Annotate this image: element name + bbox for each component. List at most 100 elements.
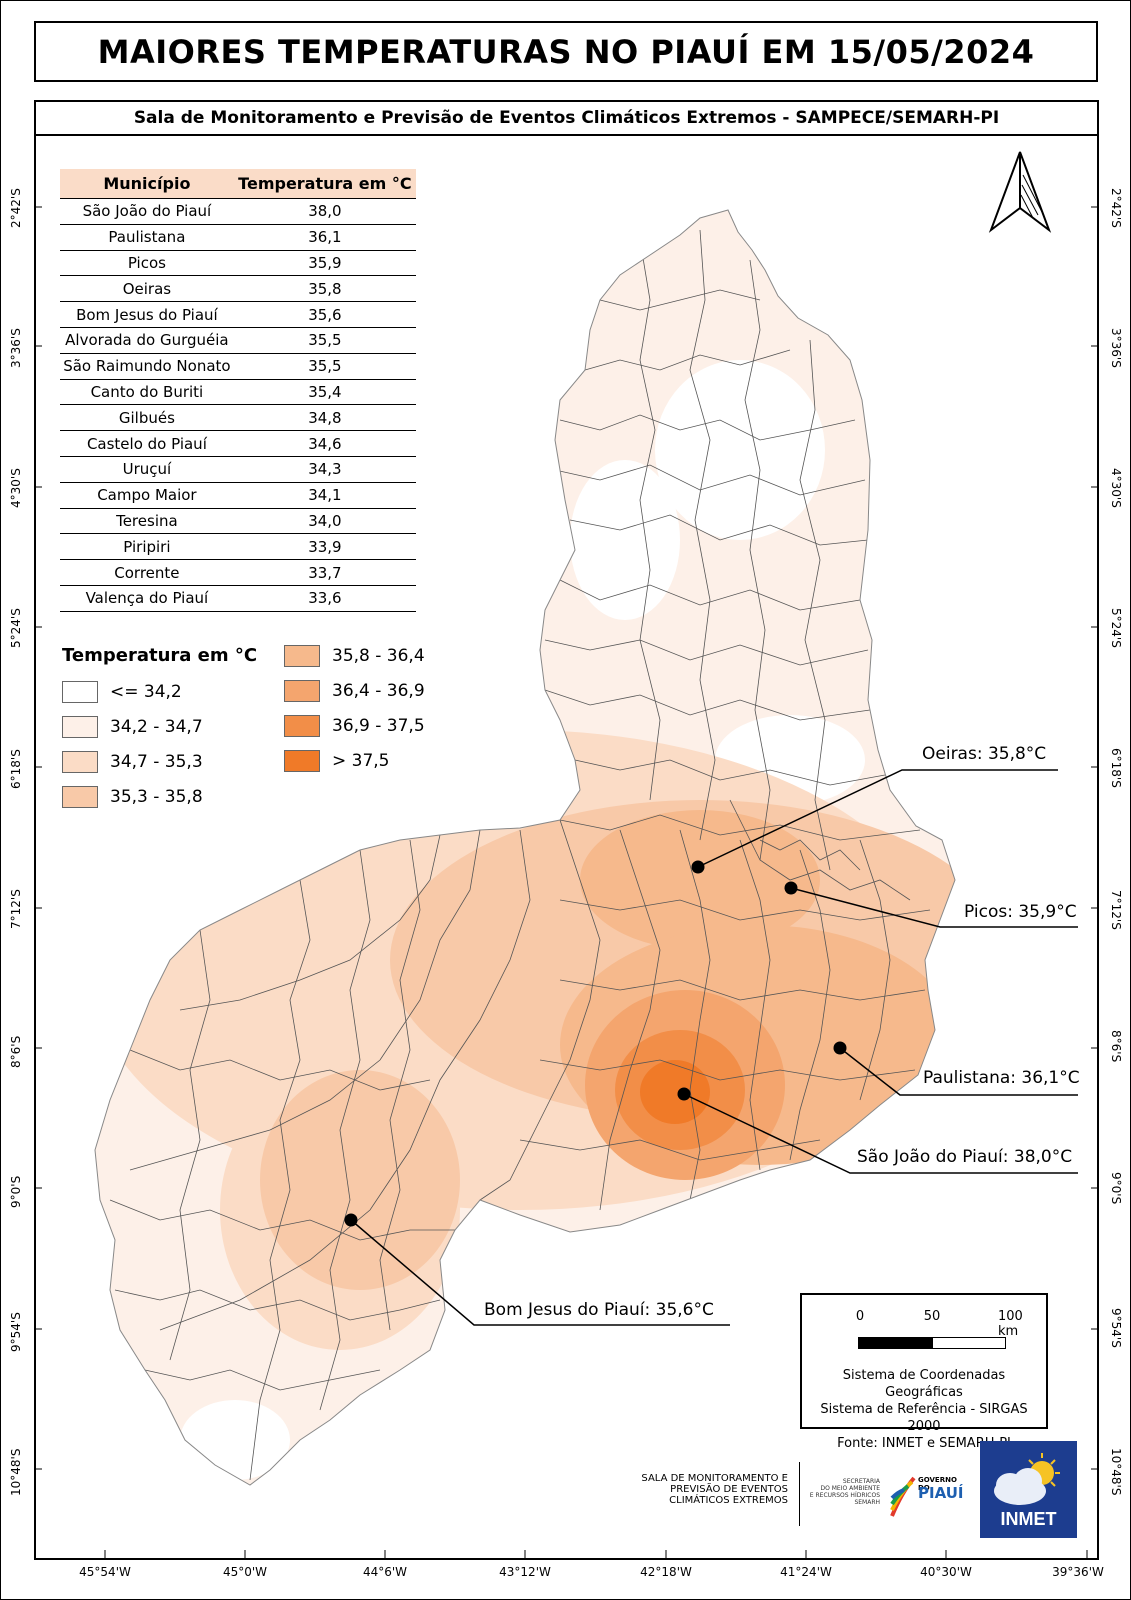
title-box: MAIORES TEMPERATURAS NO PIAUÍ EM 15/05/2… [34,21,1098,82]
table-row: Canto do Buriti 35,4 [60,379,416,406]
inmet-logo: INMET [980,1441,1077,1538]
cell-temperatura: 38,0 [233,198,416,225]
lon-label: 41°24'W [780,1565,832,1579]
logo-line: PREVISÃO DE EVENTOS [670,1484,788,1495]
legend-swatch [62,751,98,773]
column-header-municipio: Município [60,169,234,199]
logo-line: DO MEIO AMBIENTE [820,1485,880,1492]
cell-temperatura: 34,3 [233,456,416,483]
scale-bar-black [858,1337,932,1349]
lat-label: 9°54'S [9,1312,23,1352]
callout-sao-joao-do-piaui: São João do Piauí: 38,0°C [857,1147,1073,1167]
legend-item: <= 34,2 [62,681,182,703]
lat-label: 2°42'S [9,188,23,228]
legend-label: <= 34,2 [110,682,182,702]
station-paulistana [833,1041,847,1055]
sampece-logo: SALA DE MONITORAMENTO E PREVISÃO DE EVEN… [616,1473,788,1506]
subtitle-box: Sala de Monitoramento e Previsão de Even… [34,100,1099,136]
zone-cool-northwest [570,460,680,620]
lat-label: 7°12'S [9,889,23,929]
graticule-ticks [34,206,1099,1558]
legend-item: 36,9 - 37,5 [284,715,425,737]
coordinate-system: Sistema de Coordenadas Geográficas [842,1368,1006,1400]
lat-label: 8°6'S [9,1035,23,1068]
cell-municipio: Alvorada do Gurguéia [60,327,234,354]
station-picos [784,881,798,895]
cell-municipio: Valença do Piauí [60,585,234,612]
cell-municipio: Teresina [60,508,234,535]
map-title: MAIORES TEMPERATURAS NO PIAUÍ EM 15/05/2… [97,32,1035,71]
cell-temperatura: 34,8 [233,404,416,432]
cell-temperatura: 35,8 [233,275,416,303]
reference-system: Sistema de Referência - SIRGAS 2000 [820,1402,1028,1434]
lat-label: 4°30'S [1109,468,1123,508]
piaui-flag-icon [890,1476,916,1517]
state-outline [94,209,956,1486]
cell-temperatura: 35,9 [233,250,416,277]
temperature-table: Município Temperatura em °C São João do … [60,169,416,612]
lat-label: 10°48'S [9,1448,23,1496]
cell-temperatura: 34,6 [233,430,416,457]
lat-label: 8°6'S [1109,1030,1123,1063]
cell-municipio: Paulistana [60,224,234,251]
north-arrow-icon [988,151,1052,233]
table-row: Valença do Piauí 33,6 [60,585,416,612]
map-subtitle: Sala de Monitoramento e Previsão de Even… [133,108,1000,128]
scale-label: 50 [923,1309,941,1324]
callout-bom-jesus: Bom Jesus do Piauí: 35,6°C [484,1300,714,1320]
lat-label: 2°42'S [1109,188,1123,228]
cell-temperatura: 33,7 [233,559,416,586]
station-points [344,860,847,1227]
table-row: Corrente 33,7 [60,559,416,586]
cell-temperatura: 35,6 [233,301,416,328]
scale-box: 0 50 100 km Sistema de Coordenadas Geogr… [800,1293,1048,1451]
cell-municipio: Castelo do Piauí [60,430,234,457]
zone-35-3-bomjesus [260,1070,460,1290]
table-row: Paulistana 36,1 [60,224,416,251]
cell-temperatura: 35,5 [233,327,416,354]
table-row: Uruçuí 34,3 [60,456,416,483]
scale-label: 100 km [998,1309,1023,1339]
logo-divider [799,1462,800,1526]
lat-label: 6°18'S [9,749,23,789]
cell-municipio: Campo Maior [60,482,234,509]
cell-temperatura: 34,0 [233,508,416,535]
table-row: Oeiras 35,8 [60,275,416,303]
legend-item: > 37,5 [284,750,390,772]
table-row: Castelo do Piauí 34,6 [60,430,416,457]
legend-item: 35,3 - 35,8 [62,786,203,808]
lat-label: 10°48'S [1109,1448,1123,1496]
legend-swatch [62,716,98,738]
legend-label: 36,9 - 37,5 [332,716,425,736]
legend-swatch [62,681,98,703]
cell-municipio: São Raimundo Nonato [60,353,234,380]
zone-35-8-oeiras [580,810,820,950]
lat-label: 5°24'S [1109,608,1123,648]
cell-temperatura: 33,9 [233,533,416,561]
table-row: São João do Piauí 38,0 [60,198,416,225]
legend-label: 35,8 - 36,4 [332,646,425,666]
legend-label: 35,3 - 35,8 [110,787,203,807]
table-row: Campo Maior 34,1 [60,482,416,509]
lon-label: 45°0'W [222,1565,268,1579]
lat-label: 3°36'S [9,328,23,368]
lat-label: 7°12'S [1109,890,1123,930]
cell-municipio: Picos [60,250,234,277]
zone-cool-north [655,360,825,540]
cell-municipio: Uruçuí [60,456,234,483]
lon-label: 40°30'W [920,1565,972,1579]
table-row: Alvorada do Gurguéia 35,5 [60,327,416,354]
legend-item: 35,8 - 36,4 [284,645,425,667]
lat-label: 9°0'S [9,1175,23,1208]
lat-label: 5°24'S [9,608,23,648]
cell-temperatura: 33,6 [233,585,416,612]
lat-label: 4°30'S [9,468,23,508]
legend-swatch [284,750,320,772]
scale-label: 0 [855,1309,865,1324]
zone-cool-southwest [180,1400,290,1480]
legend-label: 34,7 - 35,3 [110,752,203,772]
cell-temperatura: 35,5 [233,353,416,380]
lat-label: 3°36'S [1109,328,1123,368]
logo-line: PIAUÍ [918,1484,964,1502]
lon-label: 45°54'W [79,1565,131,1579]
